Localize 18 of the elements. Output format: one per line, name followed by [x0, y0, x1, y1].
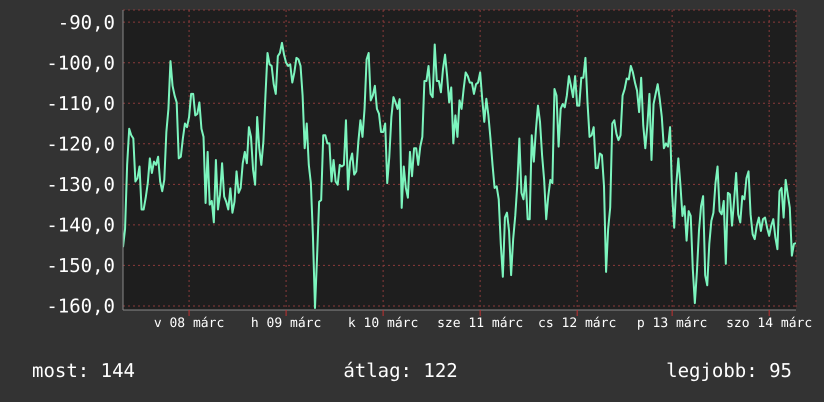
y-tick-label: -130,0 [46, 174, 115, 196]
y-tick-label: -90,0 [58, 12, 115, 34]
x-tick-label: h 09 márc [250, 316, 322, 332]
x-tick-label: cs 12 márc [538, 316, 616, 332]
y-tick-label: -110,0 [46, 92, 115, 115]
text: legjobb: 95 [666, 360, 792, 382]
y-tick-label: -140,0 [46, 214, 115, 237]
x-tick-label: szo 14 márc [726, 316, 812, 332]
text: most: 144 [32, 360, 135, 382]
x-tick-label: v 08 márc [154, 316, 224, 332]
x-tick-label: sze 11 márc [437, 316, 524, 332]
x-tick-label: k 10 márc [348, 316, 418, 332]
y-tick-label: -160,0 [46, 296, 115, 318]
y-tick-label: -150,0 [46, 255, 115, 278]
text: átlag: 122 [343, 360, 458, 382]
y-tick-label: -100,0 [46, 52, 115, 74]
x-tick-label: p 13 márc [636, 316, 708, 332]
y-tick-label: -120,0 [46, 134, 115, 156]
